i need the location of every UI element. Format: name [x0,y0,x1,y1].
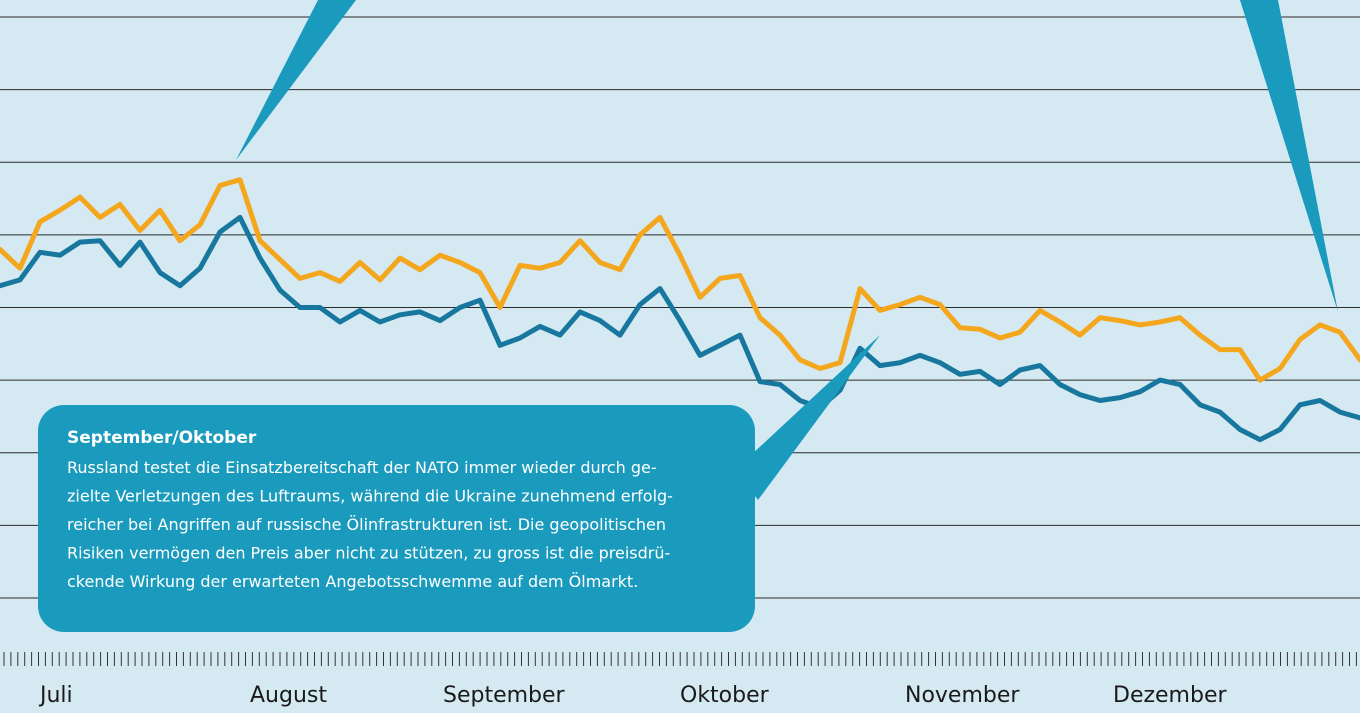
month-label: September [443,683,566,708]
pointer [735,335,880,500]
callout-line: zielte Verletzungen des Luftraums, währe… [67,487,673,506]
callout-line: Risiken vermögen den Preis aber nicht zu… [67,544,670,563]
callout-line: Russland testet die Einsatzbereitschaft … [67,458,657,477]
month-label: August [250,683,327,708]
month-label: Dezember [1113,683,1227,708]
month-label: November [905,683,1020,708]
pointer [236,0,356,160]
x-ticks [3,652,1357,666]
month-label: Juli [38,683,73,708]
lines [0,177,1360,443]
callout-title: September/Oktober [67,428,257,448]
series-line [0,214,1360,443]
callout-line: reicher bei Angriffen auf russische Ölin… [67,515,666,534]
series-line [0,177,1360,383]
callout-line: ckende Wirkung der erwarteten Angebotssc… [67,572,638,591]
month-label: Oktober [680,683,770,708]
callout-text: Russland testet die Einsatzbereitschaft … [67,458,673,591]
callout-box [38,405,755,632]
pointer [1240,0,1338,312]
